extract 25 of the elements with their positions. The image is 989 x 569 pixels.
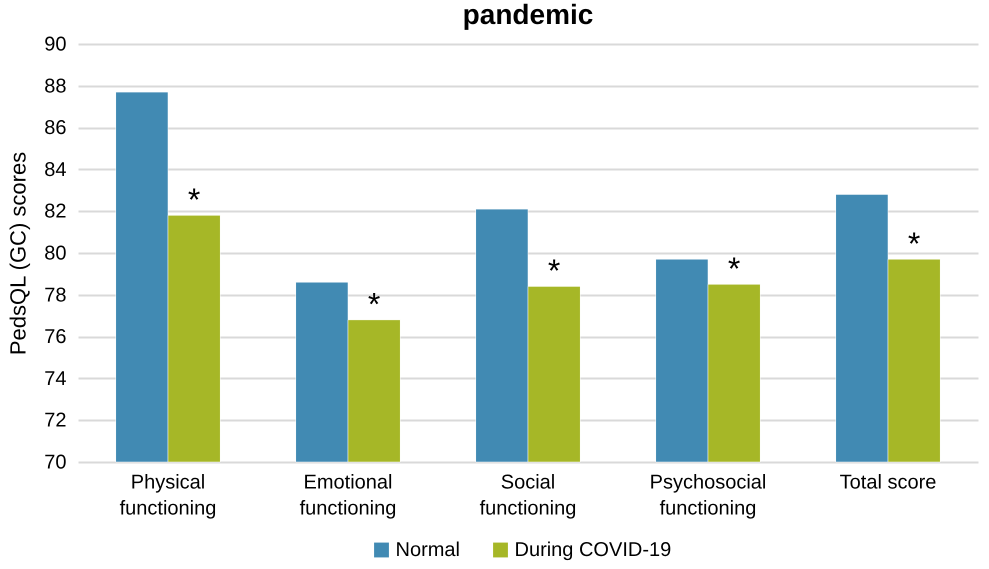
legend-label: During COVID-19 (514, 539, 672, 561)
chart-title: pandemic (462, 0, 594, 30)
annotation: * (188, 181, 200, 218)
x-tick-label: Psychosocial functioning (650, 472, 766, 520)
y-tick-label: 86 (44, 117, 66, 140)
annotation: * (548, 252, 560, 288)
y-tick-label: 74 (44, 368, 66, 390)
y-tick-label: 70 (44, 452, 66, 474)
y-tick-label: 80 (44, 242, 66, 264)
y-tick-label: 90 (44, 34, 66, 56)
legend-label: Normal (396, 539, 460, 561)
y-tick-label: 72 (44, 410, 66, 432)
x-tick-label: Total score (840, 472, 936, 494)
x-tick-label: Physical functioning (120, 472, 216, 520)
annotation: * (728, 250, 740, 286)
y-tick-label: 84 (44, 158, 66, 181)
y-tick-label: 82 (44, 200, 66, 223)
y-tick-label: 88 (44, 75, 66, 98)
annotation: * (368, 286, 380, 322)
y-tick-label: 78 (44, 284, 66, 306)
x-tick-label: Emotional functioning (300, 472, 396, 520)
y-tick-label: 76 (44, 326, 66, 348)
annotation: * (908, 225, 920, 262)
y-axis-title: PedsQL (GC) scores (5, 152, 30, 356)
x-tick-label: Social functioning (480, 472, 576, 520)
